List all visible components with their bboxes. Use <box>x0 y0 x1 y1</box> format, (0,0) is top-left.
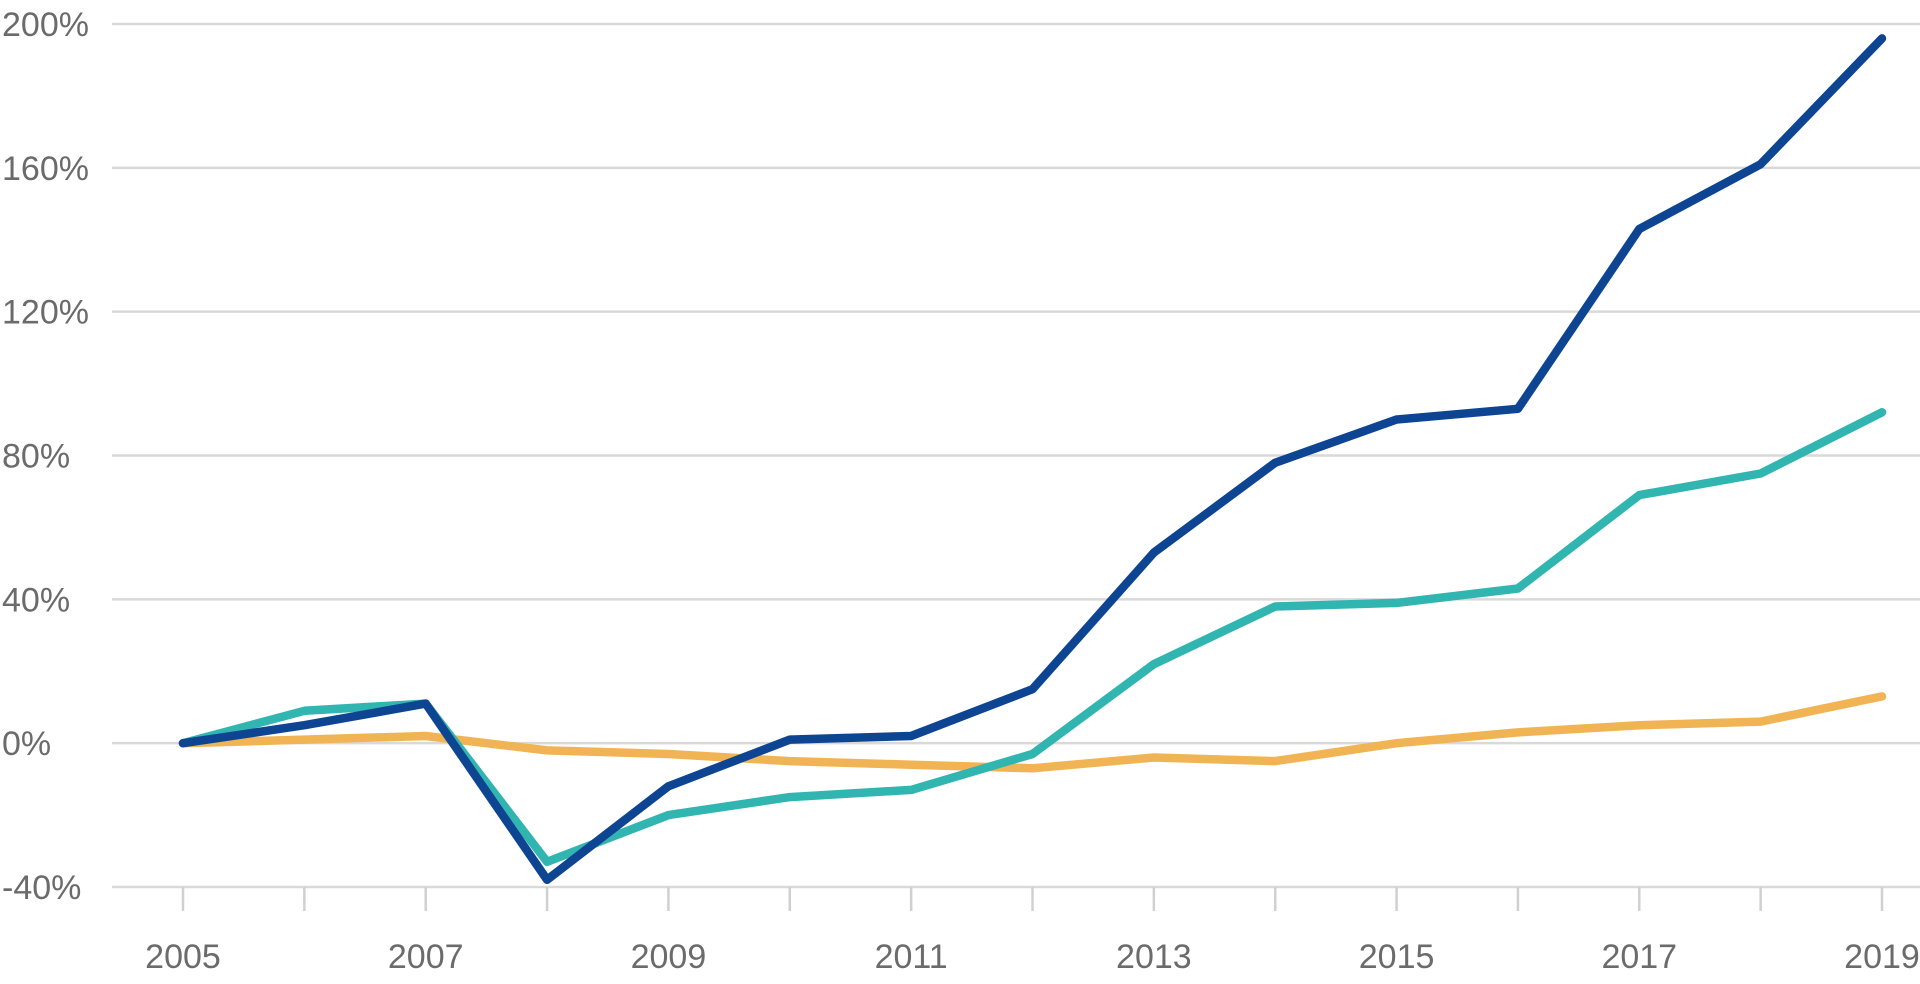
x-tick-label: 2015 <box>1359 938 1435 976</box>
y-tick-label: 80% <box>2 438 70 476</box>
x-tick-label: 2009 <box>631 938 707 976</box>
gridlines <box>112 22 1920 889</box>
y-tick-label: 120% <box>2 294 89 332</box>
series-line-1 <box>178 692 1887 773</box>
x-tick-label: 2017 <box>1601 938 1677 976</box>
series-lines <box>178 34 1887 885</box>
x-axis-ticks <box>181 887 1884 911</box>
y-tick-label: 200% <box>2 6 89 44</box>
x-tick-label: 2011 <box>875 938 948 976</box>
series-line-3 <box>178 34 1887 885</box>
y-tick-label: 40% <box>2 581 70 619</box>
x-axis-labels: 2005 2007 2009 2011 2013 2015 2017 2019 <box>145 938 1920 976</box>
x-tick-label: 2005 <box>145 938 221 976</box>
x-tick-label: 2007 <box>388 938 464 976</box>
series-line-2 <box>178 408 1887 867</box>
x-tick-label: 2013 <box>1116 938 1192 976</box>
y-tick-label: 0% <box>2 725 51 763</box>
x-tick-label: 2019 <box>1844 938 1920 976</box>
y-tick-label: -40% <box>2 869 81 907</box>
y-tick-label: 160% <box>2 150 89 188</box>
y-axis-labels: -40% 0% 40% 80% 120% 160% 200% <box>2 6 89 907</box>
